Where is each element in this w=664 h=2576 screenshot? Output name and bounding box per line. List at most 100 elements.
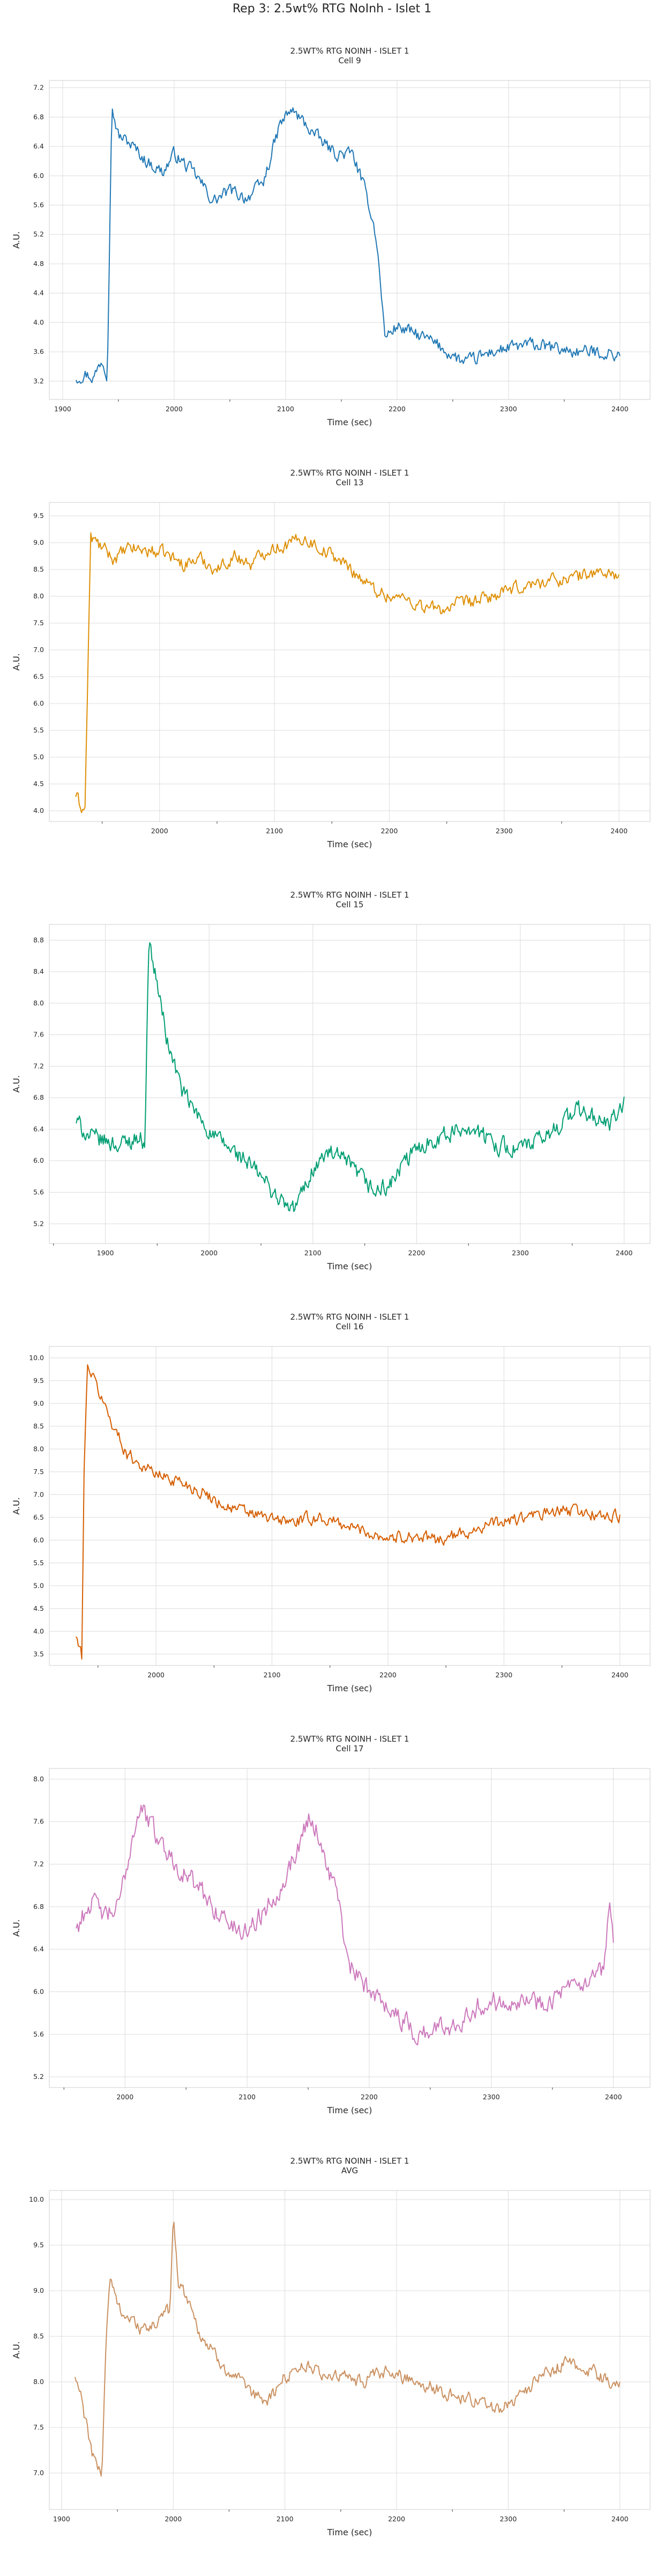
series-line xyxy=(76,942,625,1212)
y-tick-label: 4.8 xyxy=(33,260,44,268)
y-tick-label: 4.5 xyxy=(33,780,44,788)
x-tick-label: 2300 xyxy=(499,2515,517,2523)
y-tick-label: 8.0 xyxy=(33,592,44,600)
y-tick-label: 5.0 xyxy=(33,753,44,761)
x-tick-label: 2200 xyxy=(381,827,398,835)
x-tick-label: 2400 xyxy=(611,405,629,413)
x-tick-label: 2100 xyxy=(304,1249,322,1257)
grid-lines xyxy=(49,1768,650,2088)
grid-lines xyxy=(49,924,650,1243)
y-tick-label: 7.2 xyxy=(33,1062,44,1070)
x-tick-label: 2000 xyxy=(147,1671,165,1679)
x-axis-label: Time (sec) xyxy=(327,2105,372,2115)
chart-subtitle: Cell 15 xyxy=(336,900,364,909)
x-tick-label: 2200 xyxy=(408,1249,425,1257)
x-tick-label: 2200 xyxy=(361,2093,378,2101)
y-tick-label: 6.5 xyxy=(33,1513,44,1521)
x-tick-label: 2100 xyxy=(277,405,294,413)
y-tick-label: 8.0 xyxy=(33,1445,44,1453)
chart-subtitle: Cell 17 xyxy=(336,1744,364,1753)
chart-panel-4: 2.5WT% RTG NOINH - ISLET 1 Cell 16 2000 210… xyxy=(0,1287,664,1693)
y-tick-label: 7.5 xyxy=(33,1468,44,1476)
grid-lines xyxy=(49,502,650,821)
y-tick-label: 6.5 xyxy=(33,672,44,680)
y-tick-label: 6.8 xyxy=(33,1903,44,1911)
y-axis-label: A.U. xyxy=(11,1497,21,1515)
x-tick-label: 2100 xyxy=(277,2515,294,2523)
y-tick-label: 6.8 xyxy=(33,1093,44,1101)
series-line xyxy=(75,107,621,384)
x-tick-label: 2400 xyxy=(610,827,628,835)
y-tick-label: 6.4 xyxy=(33,1945,44,1953)
y-tick-label: 8.0 xyxy=(33,1775,44,1783)
y-tick-label: 7.6 xyxy=(33,1031,44,1039)
y-axis-label: A.U. xyxy=(11,2341,21,2359)
y-axis-label: A.U. xyxy=(11,1075,21,1093)
chart-subtitle: Cell 16 xyxy=(336,1322,364,1331)
y-tick-label: 7.5 xyxy=(33,2423,44,2431)
x-tick-label: 2100 xyxy=(238,2093,256,2101)
chart-title: 2.5WT% RTG NOINH - ISLET 1 xyxy=(290,46,409,56)
y-tick-label: 8.5 xyxy=(33,2332,44,2340)
y-tick-label: 6.0 xyxy=(33,1157,44,1165)
y-tick-label: 5.2 xyxy=(33,2072,44,2081)
x-axis-label: Time (sec) xyxy=(327,1683,372,1693)
x-tick-label: 2400 xyxy=(611,2515,629,2523)
plot-frame xyxy=(49,1346,651,1666)
x-tick-label: 1900 xyxy=(53,2515,70,2523)
x-axis-label: Time (sec) xyxy=(327,839,372,849)
y-tick-label: 8.0 xyxy=(33,2378,44,2386)
plot-frame xyxy=(49,1768,651,2088)
series-line xyxy=(76,1804,614,2046)
y-tick-label: 10.0 xyxy=(29,2195,44,2203)
y-tick-label: 5.6 xyxy=(33,2030,44,2038)
chart-title: 2.5WT% RTG NOINH - ISLET 1 xyxy=(290,1312,409,1322)
y-tick-label: 9.0 xyxy=(33,2286,44,2294)
y-tick-label: 6.0 xyxy=(33,172,44,180)
series-line xyxy=(75,1364,621,1660)
y-tick-label: 6.4 xyxy=(33,142,44,150)
y-tick-label: 6.0 xyxy=(33,1988,44,1996)
y-tick-label: 6.4 xyxy=(33,1125,44,1133)
x-tick-label: 2300 xyxy=(495,1671,512,1679)
y-tick-label: 4.4 xyxy=(33,289,44,297)
y-tick-label: 7.0 xyxy=(33,1490,44,1498)
series-line xyxy=(74,2222,621,2477)
chart-panel-1: 2.5WT% RTG NOINH - ISLET 1 Cell 9 1900 2000… xyxy=(0,21,664,427)
x-tick-label: 2000 xyxy=(200,1249,218,1257)
y-tick-label: 9.5 xyxy=(33,1376,44,1385)
y-tick-label: 5.5 xyxy=(33,726,44,734)
y-axis-label: A.U. xyxy=(11,653,21,671)
y-tick-label: 3.5 xyxy=(33,1650,44,1658)
y-tick-label: 8.8 xyxy=(33,936,44,944)
y-tick-label: 10.0 xyxy=(29,1353,44,1361)
y-tick-label: 7.2 xyxy=(33,84,44,92)
y-tick-label: 5.0 xyxy=(33,1581,44,1589)
x-tick-label: 2300 xyxy=(512,1249,529,1257)
x-tick-label: 2300 xyxy=(496,827,513,835)
x-tick-label: 2200 xyxy=(379,1671,397,1679)
y-tick-label: 5.2 xyxy=(33,230,44,238)
chart-title: 2.5WT% RTG NOINH - ISLET 1 xyxy=(290,468,409,478)
x-tick-label: 2400 xyxy=(616,1249,633,1257)
grid-lines xyxy=(49,1346,650,1665)
y-tick-label: 8.4 xyxy=(33,967,44,975)
x-tick-label: 2000 xyxy=(166,405,183,413)
y-tick-label: 7.6 xyxy=(33,1817,44,1825)
x-tick-label: 2200 xyxy=(388,2515,405,2523)
y-tick-label: 4.0 xyxy=(33,318,44,326)
x-tick-label: 1900 xyxy=(97,1249,114,1257)
chart-panel-2: 2.5WT% RTG NOINH - ISLET 1 Cell 13 2000 210… xyxy=(0,443,664,849)
chart-subtitle: AVG xyxy=(341,2166,358,2175)
plot-frame xyxy=(49,80,651,400)
x-tick-label: 2100 xyxy=(266,827,283,835)
x-axis-label: Time (sec) xyxy=(327,2527,372,2537)
figure-title: Rep 3: 2.5wt% RTG NoInh - Islet 1 xyxy=(232,2,432,16)
y-tick-label: 9.5 xyxy=(33,2241,44,2249)
y-tick-label: 5.5 xyxy=(33,1559,44,1567)
y-tick-label: 4.0 xyxy=(33,806,44,815)
chart-subtitle: Cell 13 xyxy=(336,478,364,487)
y-tick-label: 7.0 xyxy=(33,2469,44,2477)
